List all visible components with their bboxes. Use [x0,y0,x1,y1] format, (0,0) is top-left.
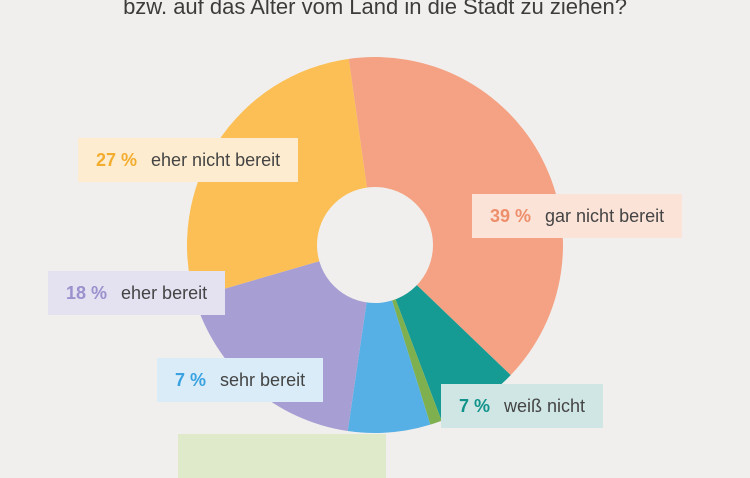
donut-hole [317,187,433,303]
category-label: sehr bereit [220,370,306,390]
label-eher-nicht-bereit: 27 % eher nicht bereit [78,138,299,182]
label-partial-bottom [178,434,386,478]
slice-eher-bereit [194,245,375,432]
category-label: eher nicht bereit [151,150,281,170]
chart-title: bzw. auf das Alter vom Land in die Stadt… [123,0,627,19]
label-gar-nicht-bereit: 39 % gar nicht bereit [472,194,683,238]
category-label: weiß nicht [504,396,586,416]
percent-value: 7 % [175,370,207,390]
label-sehr-bereit: 7 % sehr bereit [157,358,324,402]
donut-chart [186,57,563,433]
percent-value: 18 % [66,283,108,303]
percent-value: 7 % [459,396,491,416]
percent-value: 39 % [490,206,532,226]
slice-gar-nicht-bereit [348,57,563,376]
category-label: gar nicht bereit [545,206,665,226]
percent-value: 27 % [96,150,138,170]
category-label: eher bereit [121,283,208,303]
label-eher-bereit: 18 % eher bereit [48,271,226,315]
label-weiss-nicht: 7 % weiß nicht [441,384,604,428]
